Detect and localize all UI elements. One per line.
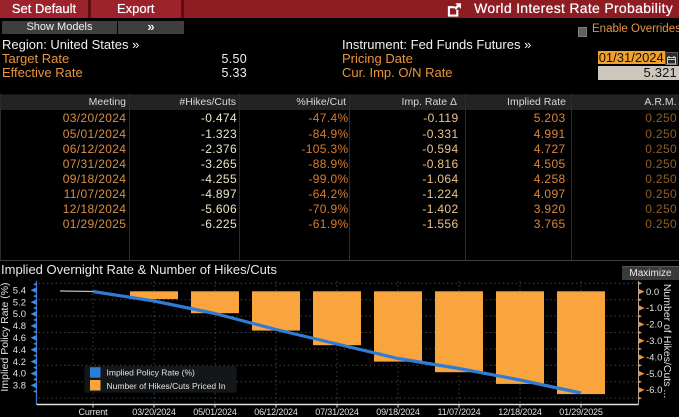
svg-text:-1.0: -1.0	[646, 303, 662, 314]
svg-text:09/18/2024: 09/18/2024	[376, 407, 420, 417]
svg-text:-5.0: -5.0	[646, 369, 662, 380]
svg-text:0.0: 0.0	[646, 287, 659, 298]
svg-text:5.0: 5.0	[13, 309, 26, 320]
svg-text:Implied Policy Rate (%): Implied Policy Rate (%)	[0, 282, 11, 391]
svg-text:4.4: 4.4	[13, 345, 26, 356]
svg-text:4.0: 4.0	[13, 369, 26, 380]
svg-text:4.2: 4.2	[13, 357, 26, 368]
svg-text:06/12/2024: 06/12/2024	[254, 407, 298, 417]
svg-text:Number of Hikes/Cuts Priced In: Number of Hikes/Cuts Priced In	[107, 381, 226, 391]
svg-text:5.2: 5.2	[13, 297, 26, 308]
svg-text:11/07/2024: 11/07/2024	[438, 407, 481, 417]
svg-text:12/18/2024: 12/18/2024	[498, 407, 542, 417]
svg-text:Implied Policy Rate (%): Implied Policy Rate (%)	[107, 368, 196, 378]
svg-text:07/31/2024: 07/31/2024	[315, 407, 359, 417]
svg-text:03/20/2024: 03/20/2024	[132, 407, 176, 417]
svg-text:01/29/2025: 01/29/2025	[559, 407, 603, 417]
svg-text:05/01/2024: 05/01/2024	[193, 407, 237, 417]
svg-text:Current: Current	[79, 407, 109, 417]
svg-text:-3.0: -3.0	[646, 336, 662, 347]
svg-text:-6.0: -6.0	[646, 385, 662, 396]
svg-text:-2.0: -2.0	[646, 320, 662, 331]
svg-text:-4.0: -4.0	[646, 352, 662, 363]
svg-text:3.8: 3.8	[13, 381, 26, 392]
svg-text:5.4: 5.4	[13, 285, 26, 296]
svg-text:4.8: 4.8	[13, 321, 26, 332]
svg-text:Number of Hikes/Cuts ...: Number of Hikes/Cuts ...	[661, 284, 673, 398]
svg-text:4.6: 4.6	[13, 333, 26, 344]
